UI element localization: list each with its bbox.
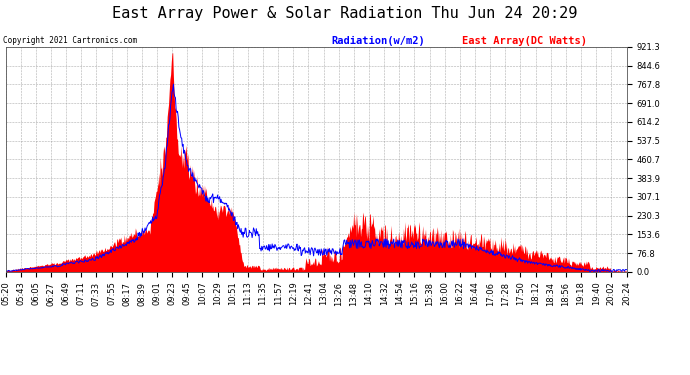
Text: Copyright 2021 Cartronics.com: Copyright 2021 Cartronics.com [3, 36, 137, 45]
Text: East Array(DC Watts): East Array(DC Watts) [462, 36, 587, 46]
Text: Radiation(w/m2): Radiation(w/m2) [331, 36, 425, 46]
Text: East Array Power & Solar Radiation Thu Jun 24 20:29: East Array Power & Solar Radiation Thu J… [112, 6, 578, 21]
